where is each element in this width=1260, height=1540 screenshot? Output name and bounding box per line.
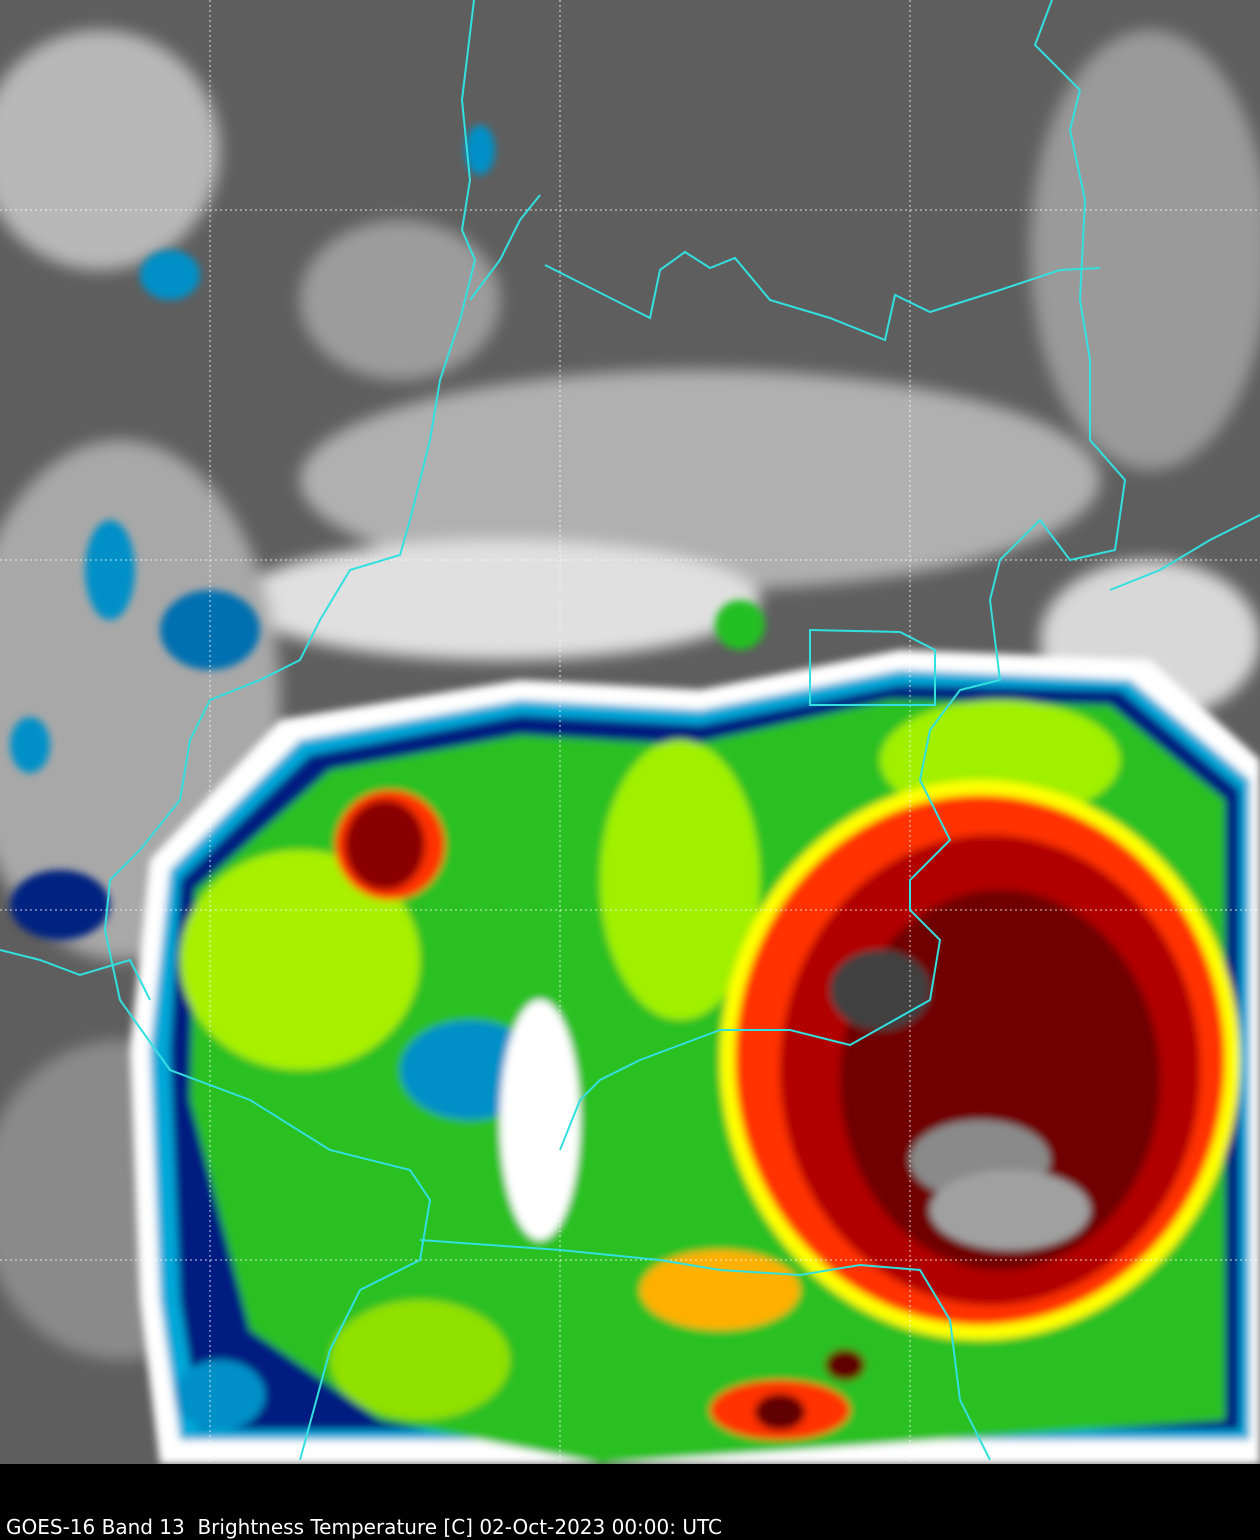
country-borders [0,0,1260,1461]
lat-lon-grid [0,0,1260,1464]
imagery-layer [0,0,1260,1464]
brightness-temperature-map [0,0,1260,1464]
figure-caption: GOES-16 Band 13 Brightness Temperature [… [6,1515,722,1539]
